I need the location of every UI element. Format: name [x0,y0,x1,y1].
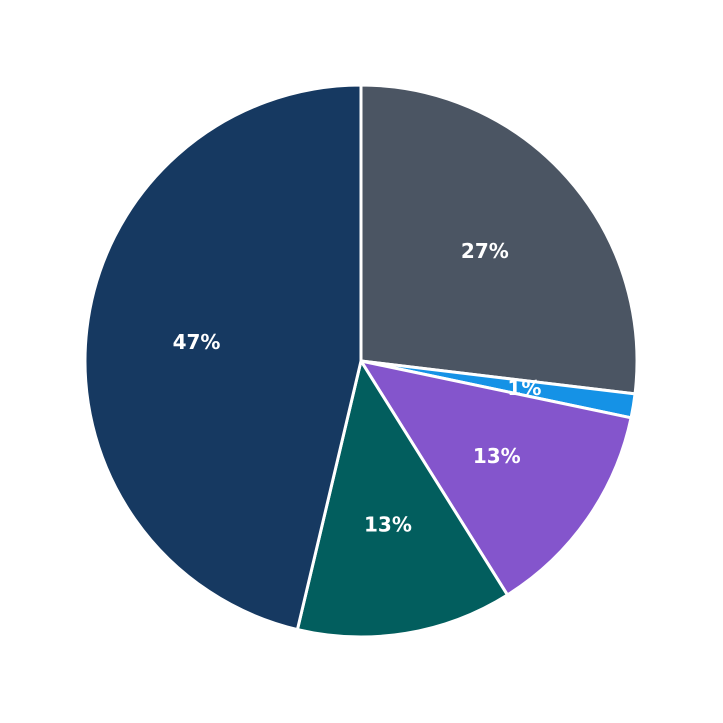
pie-slice [295,359,509,639]
slice-label: 1% [507,376,541,400]
slice-label: 13% [473,444,521,468]
pie-slice [359,83,639,396]
pie-slice [359,359,633,597]
slice-label: 47% [173,330,221,354]
slice-label: 27% [461,239,509,263]
pie-slice [83,83,363,632]
slice-label: 13% [364,512,412,536]
